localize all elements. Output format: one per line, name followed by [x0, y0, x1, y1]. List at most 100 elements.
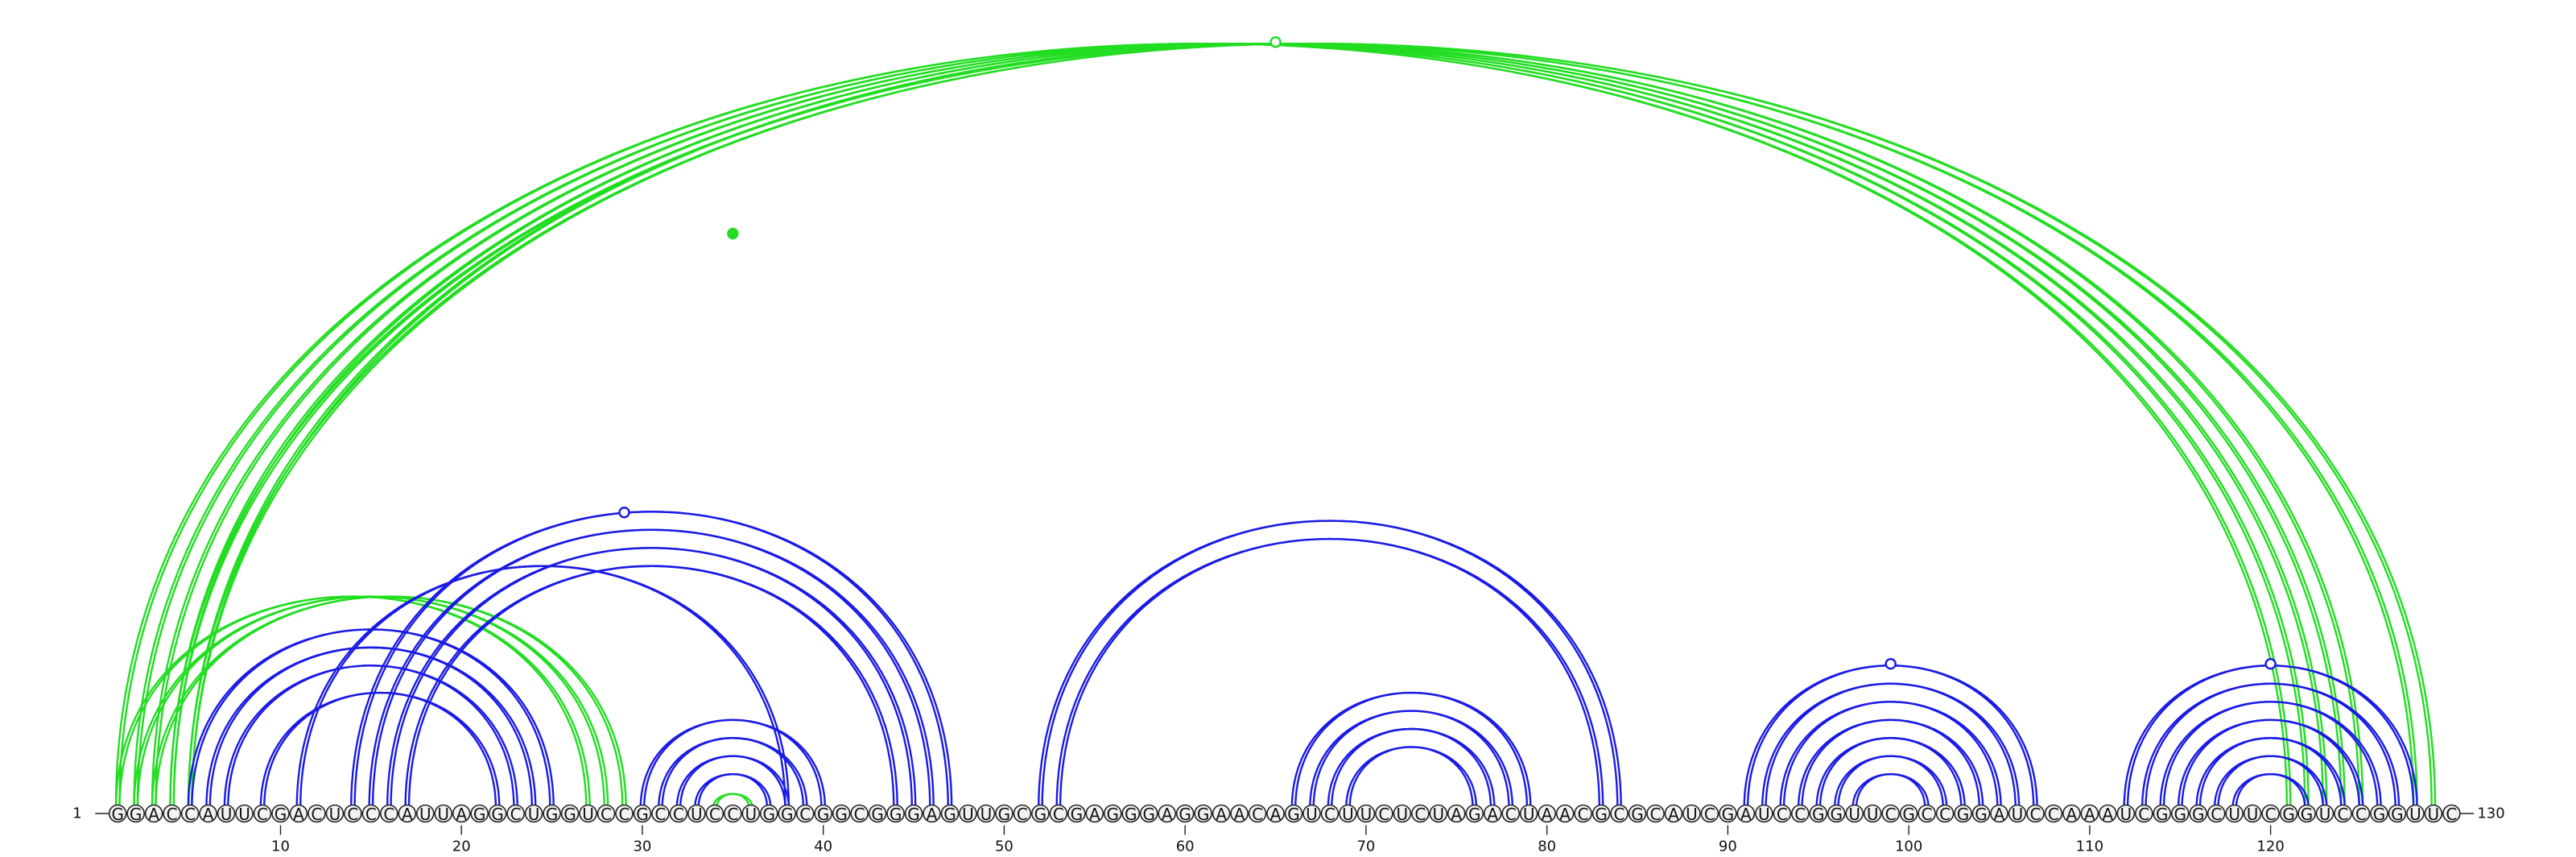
nucleotide-circle: [126, 804, 145, 823]
nucleotide-letter: U: [2120, 805, 2132, 824]
nucleotide-circle: [1049, 804, 1068, 823]
nucleotide-53: C: [1049, 804, 1068, 824]
nucleotide-circle: [415, 804, 435, 823]
nucleotide-48: U: [959, 804, 977, 824]
nucleotide-24: U: [524, 804, 543, 824]
nucleotide-circle: [2080, 804, 2099, 823]
nucleotide-41: G: [832, 804, 851, 824]
nucleotide-circle: [144, 804, 163, 823]
lower-arc-115-125-inner: [2181, 718, 2360, 809]
nucleotide-circle: [1447, 804, 1466, 823]
nucleotide-94: C: [1790, 804, 1810, 824]
nucleotide-letter: G: [636, 805, 649, 824]
nucleotide-65: A: [1266, 804, 1285, 824]
lower-arc-68-77: [1327, 727, 1496, 809]
nucleotide-circle: [325, 804, 345, 823]
nucleotide-letter: U: [1360, 805, 1373, 824]
nucleotide-letter: G: [2192, 805, 2205, 824]
nucleotide-63: A: [1230, 804, 1249, 824]
nucleotide-letter: U: [1867, 805, 1879, 824]
nucleotide-circle: [1519, 804, 1538, 823]
nucleotide-circle: [687, 804, 706, 823]
nucleotide-letter: C: [1053, 805, 1064, 824]
upper-arc-5-125-inner: [191, 43, 2360, 809]
nucleotide-letter: C: [2029, 805, 2041, 824]
nucleotide-circle: [2243, 804, 2262, 823]
lower-arc-94-104-inner: [1801, 718, 1981, 809]
nucleotide-letter: U: [1523, 805, 1535, 824]
nucleotide-circle: [2008, 804, 2027, 823]
upper-arc-3-123-inner: [155, 43, 2325, 809]
nucleotide-circle: [344, 804, 362, 823]
nucleotide-circle: [2388, 804, 2407, 823]
nucleotide-letter: G: [2282, 805, 2295, 824]
nucleotide-letter: U: [1686, 805, 1698, 824]
nucleotide-letter: G: [130, 805, 142, 824]
nucleotide-letter: U: [980, 805, 993, 824]
nucleotide-letter: C: [654, 805, 666, 824]
nucleotide-letter: C: [673, 805, 684, 824]
nucleotide-85: G: [1628, 804, 1647, 824]
nucleotide-29: C: [615, 804, 634, 824]
tick-label-40: 40: [814, 838, 832, 855]
nucleotide-circle: [940, 804, 960, 823]
nucleotide-28: C: [597, 804, 616, 824]
nucleotide-letter: G: [546, 805, 559, 824]
nucleotide-104: G: [1971, 804, 1991, 824]
nucleotide-circle: [289, 804, 308, 823]
nucleotide-circle: [1809, 804, 1828, 823]
nucleotide-letter: C: [727, 805, 738, 824]
nucleotide-circle: [1139, 804, 1158, 823]
nucleotide-letter: G: [275, 805, 287, 824]
nucleotide-46: A: [923, 804, 941, 824]
nucleotide-89: C: [1700, 804, 1719, 824]
nucleotide-letter: C: [1704, 805, 1715, 824]
nucleotide-circle: [2134, 804, 2153, 823]
lower-arc-66-79-inner: [1294, 691, 1529, 809]
nucleotide-4: C: [163, 804, 181, 824]
tick-label-30: 30: [633, 838, 651, 855]
nucleotide-61: G: [1194, 804, 1212, 824]
nucleotide-circle: [1194, 804, 1212, 823]
nucleotide-circle: [524, 804, 543, 823]
nucleotide-letter: A: [1559, 805, 1571, 824]
tick-label-80: 80: [1538, 838, 1556, 855]
nucleotide-letter: G: [907, 805, 920, 824]
nucleotide-111: A: [2099, 804, 2117, 824]
nucleotide-87: A: [1664, 804, 1683, 824]
nucleotide-letter: G: [2391, 805, 2404, 824]
nucleotide-86: C: [1646, 804, 1665, 824]
lower-arc-30-40-inner: [642, 718, 823, 809]
nucleotide-59: A: [1158, 804, 1176, 824]
nucleotide-129: U: [2424, 804, 2443, 824]
nucleotide-circle: [1538, 804, 1556, 823]
nucleotide-letter: C: [1794, 805, 1806, 824]
tick-label-100: 100: [1895, 838, 1922, 855]
lower-arc-9-22-inner: [262, 691, 497, 809]
lower-arc-96-102-inner: [1837, 755, 1945, 809]
nucleotide-circle: [1555, 804, 1575, 823]
lower-arc-69-76: [1345, 746, 1478, 809]
nucleotide-letter: G: [1830, 805, 1843, 824]
nucleotide-circle: [904, 804, 923, 823]
lower-arc-33-37: [693, 773, 772, 809]
nucleotide-circle: [1827, 804, 1846, 823]
nucleotide-68: C: [1320, 804, 1340, 824]
nucleotide-letter: C: [1939, 805, 1951, 824]
nucleotide-75: A: [1447, 804, 1466, 824]
nucleotide-circle: [308, 804, 326, 823]
lower-arc-95-103-inner: [1818, 737, 1963, 809]
nucleotide-circle: [235, 804, 254, 823]
nucleotide-20: A: [452, 804, 471, 824]
nucleotide-90: G: [1719, 804, 1737, 824]
nucleotide-101: C: [1918, 804, 1936, 824]
nucleotide-91: A: [1736, 804, 1756, 824]
lower-arc-118-122: [2231, 773, 2310, 809]
nucleotide-letter: C: [311, 805, 322, 824]
nucleotide-circle: [1429, 804, 1448, 823]
nucleotide-55: A: [1085, 804, 1104, 824]
nucleotide-36: U: [741, 804, 761, 824]
arc-marker-65: [1269, 36, 1282, 48]
lower-arc-7-23-inner: [227, 664, 515, 809]
